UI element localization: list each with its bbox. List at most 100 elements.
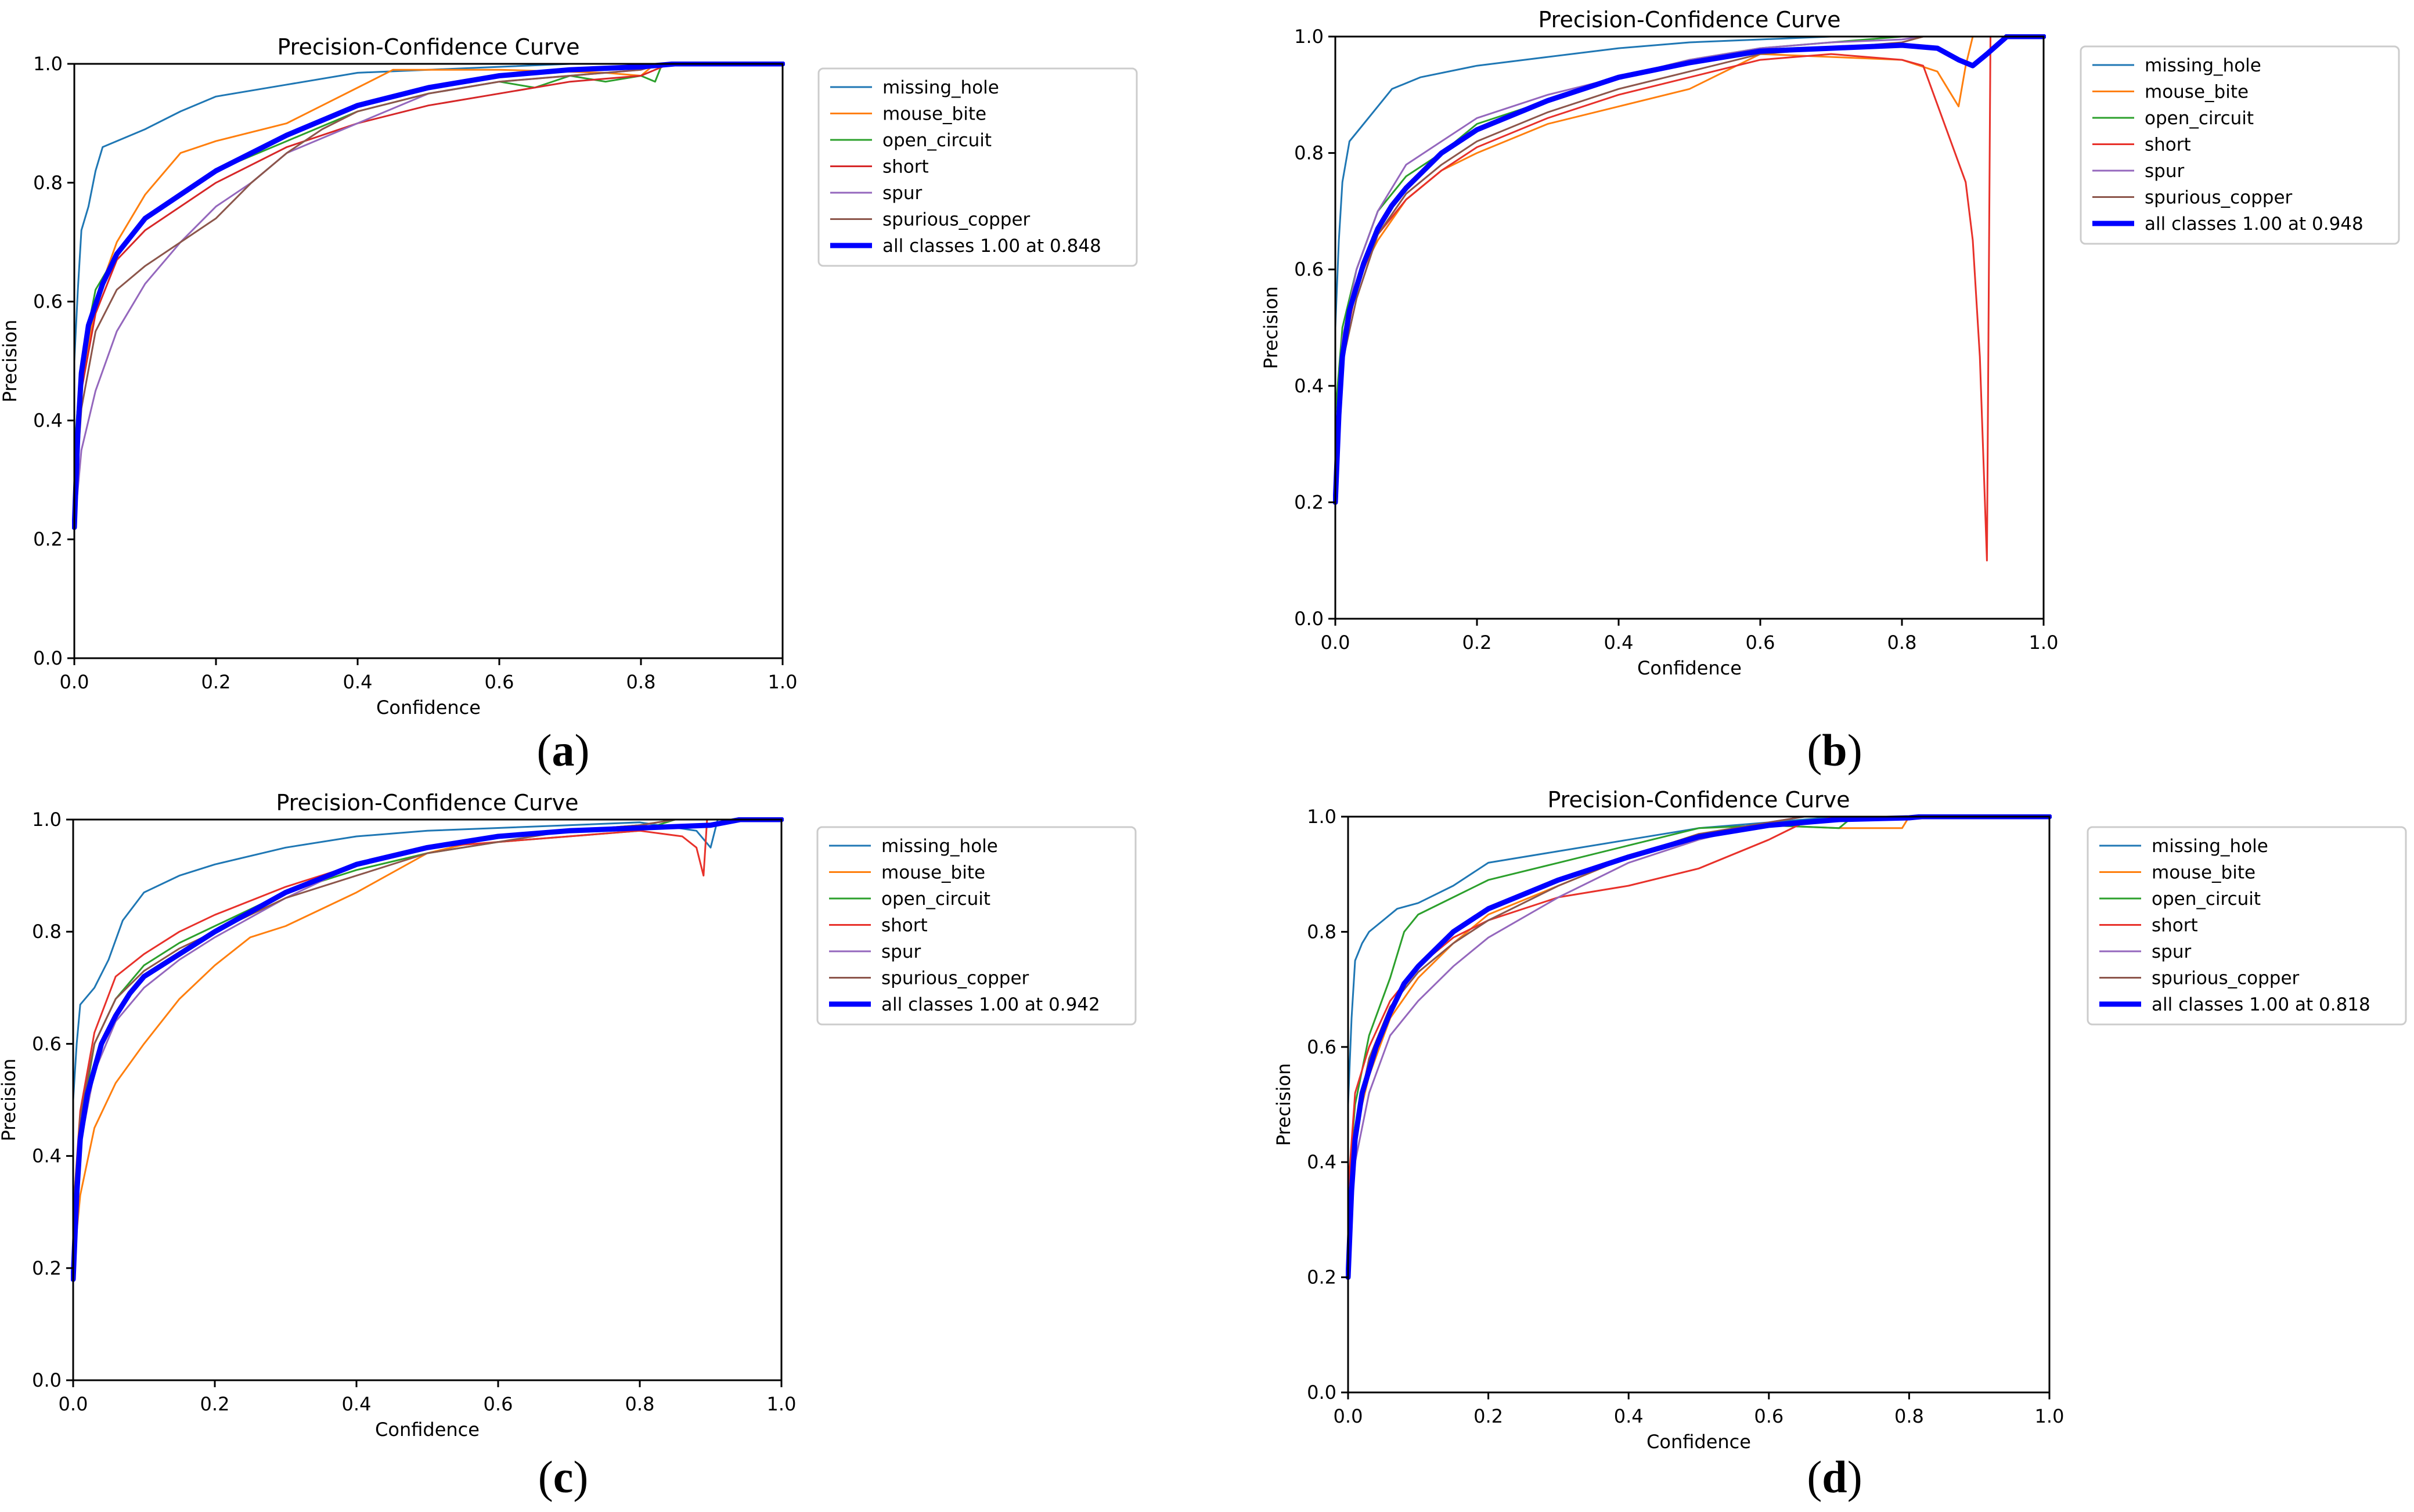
y-tick-label: 0.4 [33,409,63,431]
y-tick-label: 0.4 [1307,1151,1336,1173]
x-tick-label: 0.0 [59,1393,88,1415]
legend-box [2087,826,2407,1026]
series-line-6 [72,62,785,531]
legend-entry: short [2145,135,2191,156]
legend-entry: short [881,915,928,936]
legend-entry: all classes 1.00 at 0.942 [881,994,1100,1015]
series-line-5 [1347,815,2051,1221]
x-tick-label: 0.6 [1746,631,1775,654]
y-tick-label: 0.8 [33,172,63,194]
x-tick-label: 0.4 [342,1393,372,1415]
chart-panel-d: 0.0 0.2 0.4 0.6 0.8 1.0 0.0 0.2 0.4 0.6 0.8 1.0 Prec… [1273,787,2407,1453]
y-tick-label: 0.0 [33,647,63,669]
legend-entry: spurious_copper [882,210,1031,230]
x-tick-label: 1.0 [2035,1405,2064,1427]
y-axis-label: Precision [1260,286,1282,369]
y-axis-label: Precision [0,320,21,403]
x-tick-label: 0.4 [1604,631,1634,654]
chart-panel-b: 0.0 0.2 0.4 0.6 0.8 1.0 0.0 0.2 0.4 0.6 0.8 1.0 Prec… [1260,7,2400,679]
plot-area [74,64,783,658]
legend-entry: spur [2145,161,2184,182]
y-tick-label: 0.6 [32,1033,62,1055]
y-tick-label: 0.2 [32,1257,62,1279]
series-line-5 [73,63,784,511]
legend-entry: spurious_copper [881,968,1029,989]
legend-entry: open_circuit [881,889,990,910]
chart-panel-a: 0.0 0.2 0.4 0.6 0.8 1.0 0.0 0.2 0.4 0.6 0.8 1.0 Prec… [0,34,1138,719]
x-tick-label: 0.2 [201,671,231,693]
x-tick-label: 0.2 [1473,1405,1503,1427]
series-line-1 [1334,35,2045,445]
plot-area [1348,817,2049,1392]
chart-title: Precision-Confidence Curve [276,790,578,815]
series-line-1 [73,63,784,481]
plot-frame [1347,815,2051,1394]
chart-title: Precision-Confidence Curve [1538,7,1840,33]
series-line-2 [1347,815,2051,1192]
y-tick-label: 1.0 [1307,806,1336,828]
plot-frame [1334,35,2045,620]
x-tick-label: 0.8 [625,1393,655,1415]
series-line-6 [71,817,784,1282]
plot-frame [73,63,784,659]
y-axis-label: Precision [0,1059,20,1142]
legend-entry: mouse_bite [881,863,985,883]
series-line-3 [1334,35,2045,562]
y-tick-label: 1.0 [1294,26,1324,48]
y-tick-label: 0.6 [33,291,63,313]
legend-entry: open_circuit [2152,889,2261,910]
series-line-0 [72,818,783,1101]
y-tick-label: 0.6 [1294,258,1324,280]
x-axis-label: Confidence [375,1419,480,1441]
y-tick-label: 0.2 [1307,1266,1336,1289]
x-tick-label: 0.6 [1754,1405,1784,1427]
series-line-0 [1347,815,2051,1106]
x-tick-label: 0.0 [1321,631,1350,654]
panel-label-a: (a) [536,725,590,775]
chart-panel-c: 0.0 0.2 0.4 0.6 0.8 1.0 0.0 0.2 0.4 0.6 0.8 1.0 Prec… [0,790,1137,1441]
chart-title: Precision-Confidence Curve [1547,787,1850,813]
plot-area [73,820,781,1380]
series-line-4 [1334,35,2045,445]
series-line-3 [73,63,784,481]
x-tick-label: 1.0 [768,671,798,693]
legend-entry: open_circuit [2145,108,2254,129]
legend-entry: spur [882,183,922,204]
legend-entry: spurious_copper [2152,968,2300,989]
y-tick-label: 0.2 [33,528,63,550]
legend-entry: mouse_bite [2152,863,2256,883]
x-tick-label: 0.4 [1614,1405,1644,1427]
series-line-0 [1334,35,2045,329]
x-tick-label: 0.8 [1894,1405,1924,1427]
series-line-0 [73,63,784,362]
y-tick-label: 0.8 [32,921,62,943]
series-group [1346,814,2052,1280]
y-tick-label: 0.0 [1307,1381,1336,1403]
y-tick-label: 0.2 [1294,491,1324,513]
panel-label-c: (c) [538,1452,589,1502]
legend-entry: short [882,157,929,178]
series-line-6 [1333,34,2046,505]
panel-label-b: (b) [1807,725,1862,775]
legend-entry: all classes 1.00 at 0.848 [882,236,1101,257]
series-group [71,817,784,1282]
legend-entry: missing_hole [2145,55,2261,76]
plot-frame [72,818,783,1381]
legend-entry: all classes 1.00 at 0.948 [2145,214,2363,234]
legend-box [817,67,1138,267]
x-axis-label: Confidence [376,697,481,719]
legend-entry: spur [2152,941,2191,962]
legend-entry: all classes 1.00 at 0.818 [2152,994,2370,1015]
x-tick-label: 0.4 [343,671,373,693]
x-tick-label: 1.0 [767,1393,797,1415]
panel-label-d: (d) [1807,1452,1862,1502]
series-line-6 [1346,814,2052,1280]
y-tick-label: 1.0 [33,53,63,75]
legend-entry: spur [881,941,921,962]
x-axis-label: Confidence [1646,1431,1751,1453]
x-tick-label: 0.8 [1887,631,1917,654]
